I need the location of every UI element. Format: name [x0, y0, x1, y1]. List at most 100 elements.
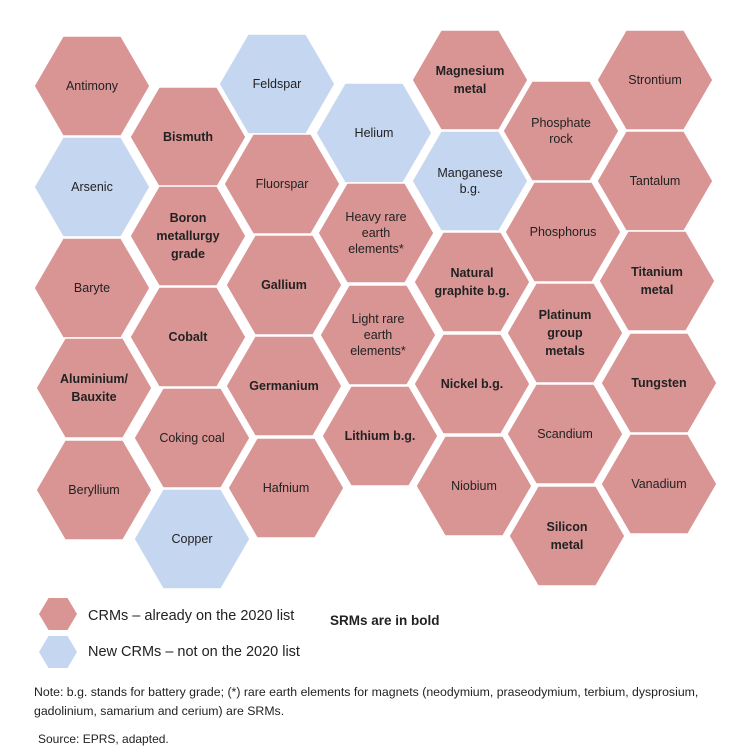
hex-label: Tungsten — [631, 376, 686, 390]
legend-new-swatch — [39, 636, 77, 668]
hex-gallium: Gallium — [225, 234, 343, 336]
hex-shape — [600, 332, 718, 434]
hex-shape — [225, 335, 343, 437]
hex-shape — [35, 337, 153, 439]
hex-shape — [598, 230, 716, 332]
hex-shape — [33, 35, 151, 137]
hex-shape — [415, 435, 533, 537]
hex-shape — [33, 136, 151, 238]
hex-label: Helium — [355, 126, 394, 140]
hex-label: Aluminium/Bauxite — [60, 372, 129, 404]
hex-label: Titanium metal — [631, 265, 683, 297]
hex-shape — [315, 82, 433, 184]
hex-phosphate-rock: Phosphate rock — [502, 80, 620, 182]
hex-fluorspar: Fluorspar — [223, 133, 341, 235]
hex-platinum-group-metals: Platinum group metals — [506, 282, 624, 384]
hex-shape — [319, 284, 437, 386]
hex-shape — [502, 80, 620, 182]
legend-new-label: New CRMs – not on the 2020 list — [88, 644, 300, 660]
hex-label: Strontium — [628, 73, 682, 87]
hex-label: Natural graphite b.g. — [435, 266, 510, 298]
hex-label: Silicon metal — [547, 520, 588, 552]
hex-shape — [596, 29, 714, 131]
hex-manganese-b-g: Manganese b.g. — [411, 130, 529, 232]
hex-shape — [317, 182, 435, 284]
hex-natural-graphite-b-g: Natural graphite b.g. — [413, 231, 531, 333]
hex-coking-coal: Coking coal — [133, 387, 251, 489]
hex-label: Phosphorus — [530, 225, 597, 239]
note: Note: b.g. stands for battery grade; (*)… — [34, 685, 699, 718]
hex-arsenic: Arsenic — [33, 136, 151, 238]
hex-label: Beryllium — [68, 483, 119, 497]
hex-shape — [596, 130, 714, 232]
hex-label: Germanium — [249, 379, 318, 393]
hex-helium: Helium — [315, 82, 433, 184]
hex-antimony: Antimony — [33, 35, 151, 137]
hex-label: Copper — [172, 532, 213, 546]
hex-shape — [413, 333, 531, 435]
hex-label: Gallium — [261, 278, 307, 292]
hex-shape — [33, 237, 151, 339]
hex-label: Boron metallurgy grade — [156, 211, 219, 261]
hex-tungsten: Tungsten — [600, 332, 718, 434]
hex-label: Magnesium metal — [436, 64, 505, 96]
hex-cobalt: Cobalt — [129, 286, 247, 388]
hex-feldspar: Feldspar — [218, 33, 336, 135]
hex-shape — [506, 383, 624, 485]
hex-label: Baryte — [74, 281, 110, 295]
legend-bold-note: SRMs are in bold — [330, 613, 440, 628]
hex-scandium: Scandium — [506, 383, 624, 485]
hex-label: Coking coal — [159, 431, 224, 445]
hex-label: Heavy rare earth elements* — [345, 210, 406, 256]
hex-hafnium: Hafnium — [227, 437, 345, 539]
hex-silicon-metal: Silicon metal — [508, 485, 626, 587]
hex-shape — [508, 485, 626, 587]
hex-label: Bismuth — [163, 130, 213, 144]
hex-titanium-metal: Titanium metal — [598, 230, 716, 332]
hex-label: Hafnium — [263, 481, 310, 495]
hex-label: Tantalum — [630, 174, 681, 188]
hex-shape — [35, 439, 153, 541]
hex-label: Fluorspar — [256, 177, 309, 191]
legend-existing-label: CRMs – already on the 2020 list — [88, 608, 295, 624]
source: Source: EPRS, adapted. — [38, 732, 169, 746]
hex-niobium: Niobium — [415, 435, 533, 537]
hex-shape — [225, 234, 343, 336]
hex-shape — [133, 387, 251, 489]
hex-boron-metallurgy-grade: Boron metallurgy grade — [129, 185, 247, 287]
hex-shape — [413, 231, 531, 333]
hex-label: Cobalt — [169, 330, 209, 344]
hex-magnesium-metal: Magnesium metal — [411, 29, 529, 131]
hex-copper: Copper — [133, 488, 251, 590]
hex-shape — [129, 185, 247, 287]
hex-shape — [600, 433, 718, 535]
hex-phosphorus: Phosphorus — [504, 181, 622, 283]
hex-label: Manganese b.g. — [437, 166, 502, 196]
hex-lithium-b-g: Lithium b.g. — [321, 385, 439, 487]
hex-aluminium-bauxite: Aluminium/Bauxite — [35, 337, 153, 439]
hex-shape — [227, 437, 345, 539]
hex-heavy-rare-earth-elements: Heavy rare earth elements* — [317, 182, 435, 284]
hex-label: Antimony — [66, 79, 119, 93]
hex-beryllium: Beryllium — [35, 439, 153, 541]
hex-germanium: Germanium — [225, 335, 343, 437]
hex-label: Light rare earth elements* — [350, 312, 406, 358]
hex-shape — [218, 33, 336, 135]
hex-shape — [223, 133, 341, 235]
hex-label: Arsenic — [71, 180, 113, 194]
hex-shape — [506, 282, 624, 384]
hex-shape — [133, 488, 251, 590]
hex-shape — [411, 130, 529, 232]
hex-nickel-b-g: Nickel b.g. — [413, 333, 531, 435]
hex-shape — [504, 181, 622, 283]
hex-shape — [129, 286, 247, 388]
hex-label: Platinum group metals — [539, 308, 592, 358]
hex-label: Scandium — [537, 427, 593, 441]
hex-strontium: Strontium — [596, 29, 714, 131]
hex-tantalum: Tantalum — [596, 130, 714, 232]
hex-vanadium: Vanadium — [600, 433, 718, 535]
hex-label: Vanadium — [631, 477, 686, 491]
hex-label: Lithium b.g. — [345, 429, 416, 443]
hex-shape — [321, 385, 439, 487]
